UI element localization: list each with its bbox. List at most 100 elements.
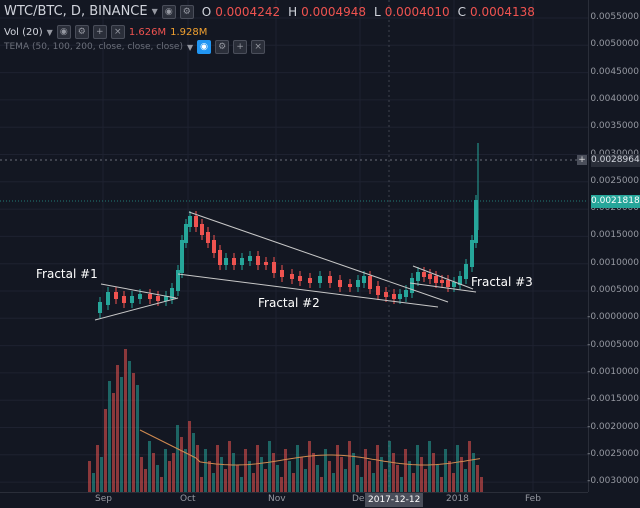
crosshair-date-tag: 2017-12-12 bbox=[365, 493, 424, 507]
candle-body bbox=[398, 294, 402, 299]
volume-indicator-title[interactable]: Vol (20) bbox=[4, 26, 43, 38]
price-tick-label: 0.0050000 bbox=[590, 39, 639, 50]
symbol-title[interactable]: WTC/BTC, D, BINANCE bbox=[4, 4, 148, 19]
candle-body bbox=[434, 276, 438, 283]
volume-bar bbox=[192, 433, 195, 492]
volume-bar bbox=[400, 477, 403, 492]
candle-body bbox=[194, 216, 198, 227]
fractal-2-upper-trendline bbox=[188, 211, 449, 303]
candle-body bbox=[164, 296, 168, 301]
high-label: H bbox=[288, 4, 298, 19]
eye-icon[interactable]: ◉ bbox=[56, 25, 71, 39]
volume-dropdown-icon[interactable]: ▼ bbox=[46, 27, 53, 37]
tema-line bbox=[139, 429, 481, 466]
close-value: 0.0004138 bbox=[470, 4, 535, 19]
candle-body bbox=[348, 284, 352, 287]
volume-bar bbox=[472, 453, 475, 492]
volume-bar bbox=[200, 477, 203, 492]
candle-body bbox=[440, 280, 444, 283]
volume-bar bbox=[256, 445, 259, 492]
volume-bar bbox=[116, 365, 119, 492]
candle-body bbox=[290, 274, 294, 279]
volume-bar bbox=[408, 461, 411, 492]
fractal-3-lower-trendline bbox=[409, 282, 477, 293]
crosshair-price-tag: 0.0028964 bbox=[591, 154, 640, 167]
volume-bar bbox=[288, 461, 291, 492]
volume-bar bbox=[424, 469, 427, 492]
volume-bar bbox=[148, 441, 151, 492]
low-label: L bbox=[374, 4, 381, 19]
symbol-dropdown-icon[interactable]: ▼ bbox=[151, 7, 158, 16]
price-axis[interactable]: 0.0055000 0.0050000 0.0045000 0.0040000 0.00… bbox=[587, 0, 640, 492]
volume-bar bbox=[208, 461, 211, 492]
candle-body bbox=[138, 294, 142, 299]
candle-body bbox=[368, 276, 372, 289]
volume-bar bbox=[412, 473, 415, 492]
candle-body bbox=[106, 292, 110, 305]
volume-bar bbox=[160, 477, 163, 492]
fractal-1-label[interactable]: Fractal #1 bbox=[36, 267, 98, 281]
price-tick-label: 0.0015000 bbox=[590, 230, 639, 241]
candle-body bbox=[240, 258, 244, 265]
candle-body bbox=[452, 282, 456, 287]
volume-bar bbox=[328, 461, 331, 492]
volume-bar bbox=[300, 457, 303, 492]
candle-body bbox=[212, 240, 216, 253]
chart-grid bbox=[0, 0, 588, 492]
tema-legend-row: TEMA (50, 100, 200, close, close, close)… bbox=[4, 40, 266, 54]
candle-body bbox=[176, 270, 180, 291]
volume-bar bbox=[284, 449, 287, 492]
volume-bar bbox=[312, 453, 315, 492]
plus-icon[interactable]: + bbox=[92, 25, 107, 39]
volume-bar bbox=[392, 453, 395, 492]
candle-body bbox=[404, 290, 408, 297]
eye-icon[interactable]: ◉ bbox=[161, 4, 176, 19]
volume-bar bbox=[164, 449, 167, 492]
volume-bar bbox=[320, 477, 323, 492]
eye-icon[interactable]: ◉ bbox=[197, 40, 212, 54]
volume-value: 1.626M bbox=[128, 26, 167, 38]
candle-body bbox=[356, 280, 360, 287]
volume-bar bbox=[252, 473, 255, 492]
price-tick-label: 0.0020000 bbox=[590, 203, 639, 214]
volume-bar bbox=[228, 441, 231, 492]
volume-bar bbox=[128, 361, 131, 492]
candle-body bbox=[446, 280, 450, 287]
close-icon[interactable]: × bbox=[110, 25, 125, 39]
volume-bar bbox=[324, 449, 327, 492]
low-value: 0.0004010 bbox=[384, 4, 450, 19]
candle-body bbox=[114, 292, 118, 299]
settings-icon[interactable]: ⚙ bbox=[215, 40, 230, 54]
candlestick-series bbox=[98, 143, 479, 318]
volume-bar bbox=[372, 473, 375, 492]
volume-bar bbox=[360, 477, 363, 492]
add-alert-icon[interactable]: + bbox=[577, 155, 587, 165]
candle-body bbox=[272, 262, 276, 273]
volume-bar bbox=[144, 469, 147, 492]
volume-bar bbox=[436, 465, 439, 492]
volume-bar bbox=[444, 449, 447, 492]
time-axis[interactable]: Sep Oct Nov Dec 2018 Feb 2017-12-12 bbox=[0, 492, 588, 508]
price-chart[interactable] bbox=[0, 0, 588, 492]
tema-dropdown-icon[interactable]: ▼ bbox=[186, 42, 194, 52]
fractal-2-lower-trendline bbox=[177, 273, 439, 308]
tema-indicator-title[interactable]: TEMA (50, 100, 200, close, close, close) bbox=[4, 42, 183, 52]
settings-icon[interactable]: ⚙ bbox=[179, 4, 194, 19]
candle-body bbox=[422, 272, 426, 277]
volume-bar bbox=[104, 409, 107, 492]
candle-body bbox=[376, 286, 380, 295]
candle-body bbox=[318, 276, 322, 283]
price-tick-label: -0.0030000 bbox=[587, 476, 639, 487]
fractal-2-label[interactable]: Fractal #2 bbox=[258, 296, 320, 310]
volume-bar bbox=[132, 373, 135, 492]
fractal-3-label[interactable]: Fractal #3 bbox=[471, 275, 533, 289]
plus-icon[interactable]: + bbox=[233, 40, 248, 54]
candle-body bbox=[184, 224, 188, 243]
volume-bar bbox=[344, 469, 347, 492]
high-value: 0.0004948 bbox=[301, 4, 367, 19]
volume-bar bbox=[364, 449, 367, 492]
close-icon[interactable]: × bbox=[251, 40, 266, 54]
candle-body bbox=[410, 278, 414, 293]
volume-bar bbox=[260, 457, 263, 492]
settings-icon[interactable]: ⚙ bbox=[74, 25, 89, 39]
